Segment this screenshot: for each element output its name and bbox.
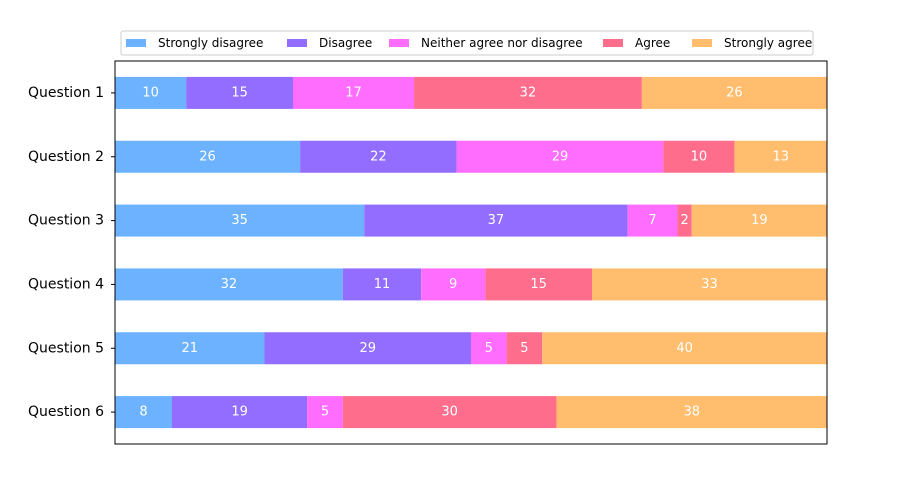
bar-question-6-strongly-agree: [556, 396, 827, 429]
bars-group: [115, 76, 827, 429]
bar-question-2-agree: [663, 140, 735, 173]
y-axis-ticks: Question 1 Question 2 Question 3 Question 4…: [28, 85, 115, 420]
bar-question-2-neither-agree-nor-disagree: [456, 140, 664, 173]
bar-label-question-1-neither-agree-nor-disagree: 17: [345, 85, 362, 100]
y-tick-label-question-6: Question 6: [28, 404, 104, 420]
bar-label-question-1-strongly-disagree: 10: [142, 85, 159, 100]
legend-label-strongly-agree: Strongly agree: [724, 36, 812, 50]
bar-label-question-2-strongly-agree: 13: [772, 149, 789, 164]
bar-question-1-strongly-disagree: [115, 76, 187, 109]
bar-question-2-strongly-agree: [734, 140, 827, 173]
legend-swatch-disagree: [287, 39, 307, 47]
bar-question-4-agree: [485, 268, 593, 301]
bar-label-question-2-disagree: 22: [370, 149, 387, 164]
legend-label-disagree: Disagree: [319, 36, 372, 50]
bar-question-6-disagree: [171, 396, 308, 429]
legend-label-neither-agree-nor-disagree: Neither agree nor disagree: [421, 36, 583, 50]
bar-label-question-6-agree: 30: [441, 405, 458, 420]
bar-label-question-2-agree: 10: [691, 149, 708, 164]
bar-label-question-6-strongly-agree: 38: [683, 405, 700, 420]
bar-question-1-agree: [414, 76, 642, 109]
y-tick-label-question-1: Question 1: [28, 85, 104, 101]
legend-swatch-strongly-disagree: [126, 39, 146, 47]
bar-label-question-1-strongly-agree: 26: [726, 85, 743, 100]
bar-label-question-6-strongly-disagree: 8: [139, 405, 147, 420]
bar-label-question-5-strongly-disagree: 21: [181, 341, 198, 356]
plot-area-frame: [114, 60, 828, 445]
bar-label-question-3-disagree: 37: [488, 213, 505, 228]
bar-label-question-4-strongly-agree: 33: [701, 277, 718, 292]
legend-swatch-agree: [603, 39, 623, 47]
bar-label-question-4-disagree: 11: [374, 277, 391, 292]
bar-question-5-strongly-disagree: [115, 332, 265, 365]
bar-question-2-disagree: [300, 140, 457, 173]
bar-question-4-strongly-disagree: [115, 268, 343, 301]
bar-question-3-strongly-agree: [691, 204, 827, 237]
bar-question-6-agree: [342, 396, 557, 429]
legend-swatch-strongly-agree: [692, 39, 712, 47]
bar-question-6-neither-agree-nor-disagree: [307, 396, 343, 429]
bar-question-3-agree: [677, 204, 692, 237]
bar-label-question-4-strongly-disagree: 32: [221, 277, 238, 292]
bar-label-question-1-disagree: 15: [231, 85, 248, 100]
bar-label-question-2-neither-agree-nor-disagree: 29: [552, 149, 569, 164]
bar-label-question-6-neither-agree-nor-disagree: 5: [321, 405, 329, 420]
bar-label-question-4-agree: 15: [530, 277, 547, 292]
bar-label-question-3-agree: 2: [680, 213, 688, 228]
y-tick-label-question-2: Question 2: [28, 149, 104, 165]
bar-label-question-3-neither-agree-nor-disagree: 7: [648, 213, 656, 228]
legend-swatch-neither-agree-nor-disagree: [389, 39, 409, 47]
bar-question-5-disagree: [264, 332, 471, 365]
legend-label-agree: Agree: [635, 36, 670, 50]
bar-label-question-2-strongly-disagree: 26: [199, 149, 216, 164]
bar-question-6-strongly-disagree: [115, 396, 172, 429]
bar-question-2-strongly-disagree: [115, 140, 301, 173]
bar-question-3-strongly-disagree: [115, 204, 365, 237]
y-tick-label-question-4: Question 4: [28, 276, 104, 292]
y-tick-label-question-3: Question 3: [28, 213, 104, 229]
legend-label-strongly-disagree: Strongly disagree: [158, 36, 263, 50]
bar-question-3-neither-agree-nor-disagree: [627, 204, 678, 237]
bar-labels-group: 10 15 17 32 26 26 22 29 10 13 35 37 7 2 19 32 11 9 15 33 21 2…: [139, 85, 789, 419]
bar-label-question-5-agree: 5: [520, 341, 528, 356]
bar-question-4-strongly-agree: [592, 268, 827, 301]
bar-label-question-5-disagree: 29: [359, 341, 376, 356]
bar-question-1-neither-agree-nor-disagree: [293, 76, 415, 109]
bar-question-5-neither-agree-nor-disagree: [471, 332, 507, 365]
bar-label-question-1-agree: 32: [520, 85, 537, 100]
bar-label-question-4-neither-agree-nor-disagree: 9: [449, 277, 457, 292]
bar-question-4-neither-agree-nor-disagree: [421, 268, 486, 301]
bar-label-question-3-strongly-disagree: 35: [231, 213, 248, 228]
bar-label-question-3-strongly-agree: 19: [751, 213, 768, 228]
bar-question-1-disagree: [186, 76, 293, 109]
bar-label-question-6-disagree: 19: [231, 405, 248, 420]
y-tick-label-question-5: Question 5: [28, 340, 104, 356]
legend: Strongly disagree Disagree Neither agree n…: [120, 30, 814, 56]
bar-question-1-strongly-agree: [641, 76, 827, 109]
bar-question-5-strongly-agree: [542, 332, 827, 365]
bar-question-3-disagree: [364, 204, 628, 237]
bar-label-question-5-neither-agree-nor-disagree: 5: [485, 341, 493, 356]
bar-label-question-5-strongly-agree: 40: [676, 341, 693, 356]
bar-question-5-agree: [506, 332, 543, 365]
bar-question-4-disagree: [342, 268, 422, 301]
legend-frame: [120, 30, 814, 56]
